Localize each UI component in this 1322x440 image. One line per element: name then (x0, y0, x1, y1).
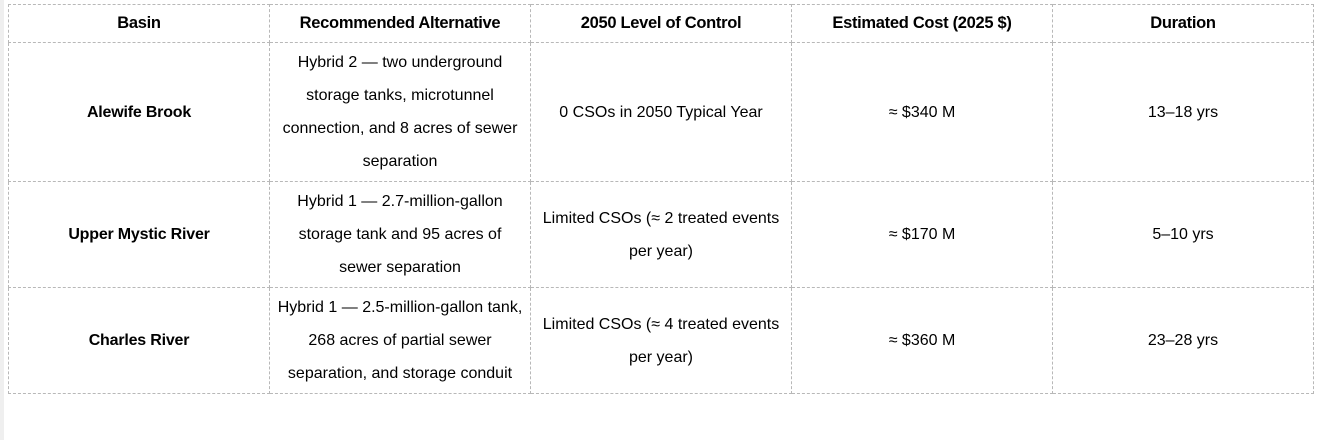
column-header-estimated-cost: Estimated Cost (2025 $) (791, 4, 1053, 43)
table-row-upper-mystic-river: Upper Mystic River Hybrid 1 — 2.7-millio… (8, 181, 1314, 288)
cell-estimated-cost: ≈ $340 M (791, 42, 1053, 182)
cell-basin: Alewife Brook (8, 42, 270, 182)
column-header-basin: Basin (8, 4, 270, 43)
cell-recommended-alternative: Hybrid 1 — 2.7-million-gallon storage ta… (269, 181, 531, 288)
cell-level-of-control: Limited CSOs (≈ 4 treated events per yea… (530, 287, 792, 394)
cell-duration: 5–10 yrs (1052, 181, 1314, 288)
cell-duration: 23–28 yrs (1052, 287, 1314, 394)
cell-duration: 13–18 yrs (1052, 42, 1314, 182)
cell-estimated-cost: ≈ $360 M (791, 287, 1053, 394)
cell-recommended-alternative: Hybrid 1 — 2.5-million-gallon tank, 268 … (269, 287, 531, 394)
cell-recommended-alternative: Hybrid 2 — two underground storage tanks… (269, 42, 531, 182)
cell-estimated-cost: ≈ $170 M (791, 181, 1053, 288)
table-row-charles-river: Charles River Hybrid 1 — 2.5-million-gal… (8, 287, 1314, 394)
column-header-recommended-alternative: Recommended Alternative (269, 4, 531, 43)
column-header-2050-level-of-control: 2050 Level of Control (530, 4, 792, 43)
cso-alternatives-table: Basin Recommended Alternative 2050 Level… (8, 4, 1314, 394)
cell-level-of-control: Limited CSOs (≈ 2 treated events per yea… (530, 181, 792, 288)
column-header-duration: Duration (1052, 4, 1314, 43)
cell-level-of-control: 0 CSOs in 2050 Typical Year (530, 42, 792, 182)
cell-basin: Upper Mystic River (8, 181, 270, 288)
cell-basin: Charles River (8, 287, 270, 394)
cso-alternatives-table-container: Basin Recommended Alternative 2050 Level… (8, 4, 1314, 394)
table-header-row: Basin Recommended Alternative 2050 Level… (8, 4, 1314, 43)
page-left-gutter (0, 0, 4, 440)
table-row-alewife-brook: Alewife Brook Hybrid 2 — two underground… (8, 42, 1314, 182)
